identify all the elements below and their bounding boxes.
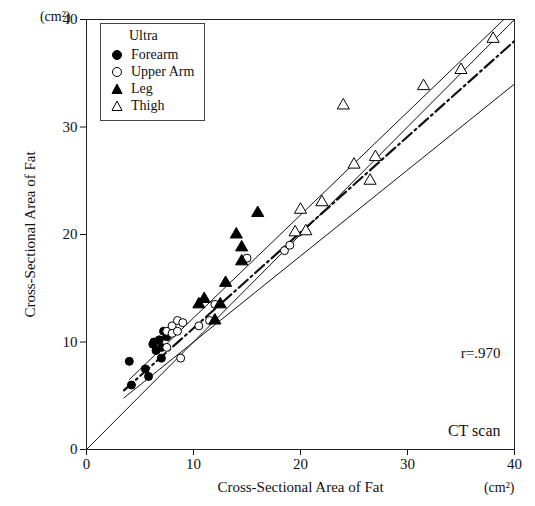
html-text:Thigh: Thigh xyxy=(131,97,165,113)
svg-text:30: 30 xyxy=(400,456,415,472)
svg-text:(cm²): (cm²) xyxy=(40,9,71,25)
html-text:Leg: Leg xyxy=(131,80,153,96)
html-text:Upper Arm: Upper Arm xyxy=(131,63,195,79)
svg-text:Cross-Sectional Area of Fat: Cross-Sectional Area of Fat xyxy=(217,479,384,495)
svg-text:(cm²): (cm²) xyxy=(484,480,515,496)
svg-text:Cross-Sectional Area of Fat: Cross-Sectional Area of Fat xyxy=(22,151,38,318)
svg-text:CT scan: CT scan xyxy=(448,422,501,439)
svg-text:10: 10 xyxy=(186,456,201,472)
svg-text:20: 20 xyxy=(293,456,308,472)
svg-text:10: 10 xyxy=(63,334,78,350)
svg-text:r=.970: r=.970 xyxy=(461,345,501,361)
svg-text:0: 0 xyxy=(83,456,91,472)
svg-text:30: 30 xyxy=(63,119,78,135)
html-text:Ultra: Ultra xyxy=(129,28,158,43)
svg-text:20: 20 xyxy=(63,226,78,242)
svg-text:0: 0 xyxy=(70,441,78,457)
svg-text:40: 40 xyxy=(507,456,522,472)
html-text:Forearm: Forearm xyxy=(131,46,179,62)
